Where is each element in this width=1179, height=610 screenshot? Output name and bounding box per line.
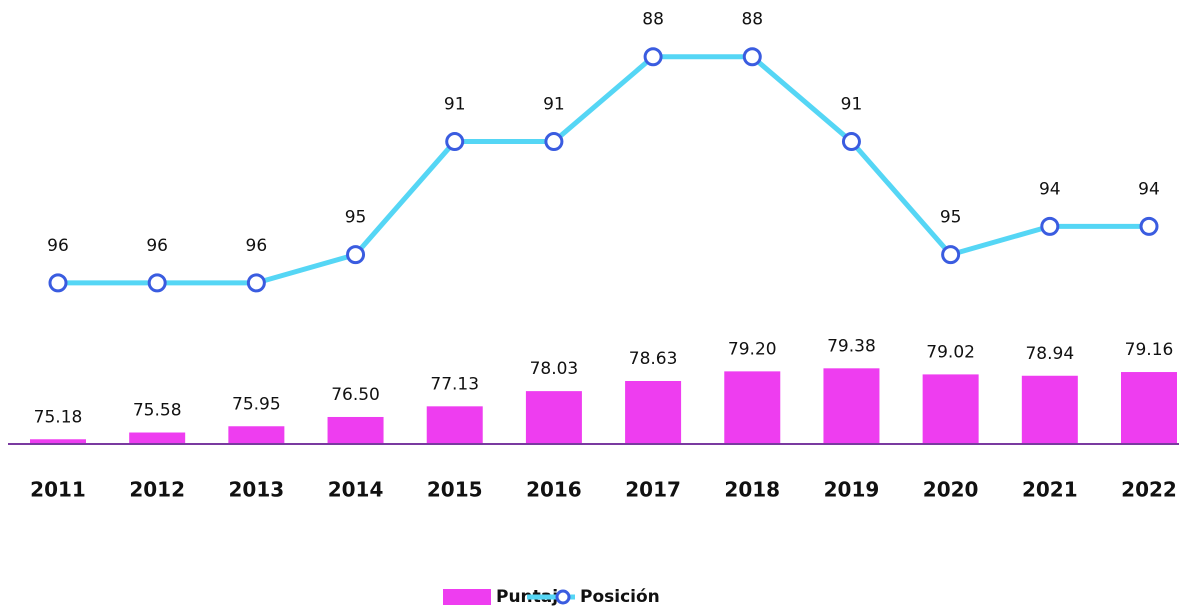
x-tick-label: 2022 (1121, 478, 1177, 502)
bar (129, 432, 186, 444)
bar (625, 380, 682, 444)
bar-label: 77.13 (430, 374, 479, 394)
x-tick-label: 2018 (724, 478, 780, 502)
marker (643, 47, 663, 67)
marker (544, 132, 564, 152)
point-label: 96 (146, 236, 168, 256)
point-label: 95 (940, 208, 962, 228)
bar (1021, 375, 1078, 444)
point-label: 96 (246, 236, 268, 256)
x-tick-label: 2012 (129, 478, 185, 502)
point-label: 91 (841, 95, 863, 115)
point-label: 94 (1138, 179, 1160, 199)
x-tick-label: 2015 (427, 478, 483, 502)
bar (426, 406, 483, 444)
bar (327, 416, 384, 444)
bar-label: 79.02 (926, 342, 975, 362)
bar-label: 78.03 (530, 359, 579, 379)
bar (228, 426, 285, 444)
bar-label: 75.95 (232, 394, 281, 414)
marker (1040, 216, 1060, 236)
point-label: 94 (1039, 179, 1061, 199)
marker (445, 132, 465, 152)
point-label: 88 (741, 10, 763, 30)
marker (941, 245, 961, 265)
x-tick-label: 2020 (923, 478, 979, 502)
marker (246, 273, 266, 293)
point-label: 91 (444, 95, 466, 115)
marker (48, 273, 68, 293)
bar-label: 78.63 (629, 349, 678, 369)
marker (1139, 216, 1159, 236)
bar (525, 391, 582, 444)
legend-label: Posición (580, 587, 660, 607)
point-label: 91 (543, 95, 565, 115)
bar (1121, 372, 1177, 444)
point-label: 88 (642, 10, 664, 30)
bar-label: 79.16 (1125, 340, 1174, 360)
point-label: 95 (345, 208, 367, 228)
x-tick-label: 2014 (328, 478, 384, 502)
marker (742, 47, 762, 67)
line (58, 54, 1149, 286)
bar-label: 79.38 (827, 336, 876, 356)
bar (922, 374, 979, 444)
bar-label: 78.94 (1025, 344, 1074, 364)
x-tick-label: 2013 (229, 478, 285, 502)
legend-swatch (443, 589, 491, 605)
bar (30, 439, 86, 444)
x-tick-label: 2021 (1022, 478, 1078, 502)
point-label: 96 (47, 236, 69, 256)
x-tick-label: 2011 (30, 478, 86, 502)
marker (147, 273, 167, 293)
legend-swatch (555, 589, 571, 605)
bar-label: 76.50 (331, 385, 380, 405)
x-tick-label: 2019 (824, 478, 880, 502)
bar-label: 75.18 (34, 407, 83, 427)
x-tick-label: 2016 (526, 478, 582, 502)
x-tick-label: 2017 (625, 478, 681, 502)
bar-label: 75.58 (133, 401, 182, 421)
marker (346, 245, 366, 265)
bar (724, 371, 781, 444)
bar (823, 368, 880, 444)
marker (841, 132, 861, 152)
bar-label: 79.20 (728, 339, 777, 359)
